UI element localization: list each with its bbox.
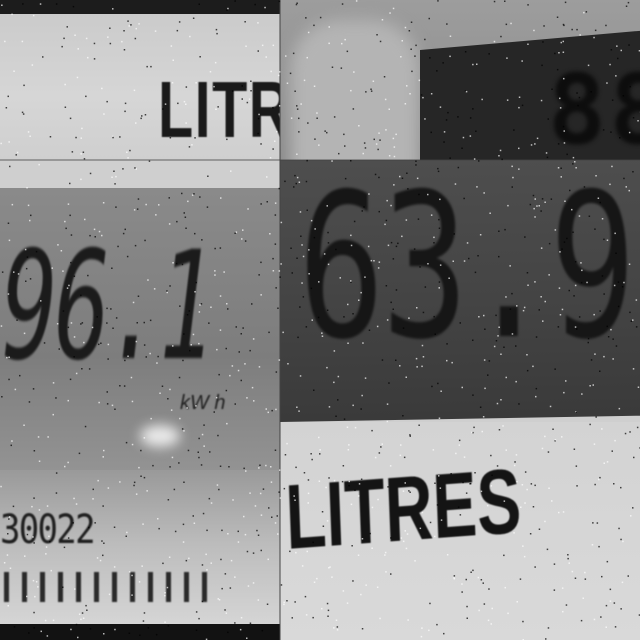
blurred-digits: 88 [548, 54, 640, 160]
bezel-strip [0, 160, 280, 188]
printed-marks [4, 572, 214, 602]
kwh-reading: 96.1 [2, 220, 215, 394]
tile-seam-vertical [279, 0, 281, 640]
dark-strip [0, 0, 280, 14]
serial-number: 30022 [0, 507, 96, 553]
kwh-meter-crop: 96.1 kW h 30022 [0, 160, 280, 640]
litres-label: LITRES [283, 449, 523, 569]
lcd-display [0, 188, 280, 470]
light-glare [140, 425, 180, 447]
bottom-edge [0, 624, 280, 640]
display-corner-crop: 88 [280, 0, 640, 160]
fuel-pump-crop: 63.96 LITRES [280, 160, 640, 640]
litres-label-crop: LITR [0, 0, 280, 160]
litres-reading: 63.96 [298, 160, 640, 384]
label-panel [280, 422, 640, 640]
tile-seam-horizontal [0, 159, 640, 161]
litres-partial-text: LITR [158, 65, 280, 154]
kwh-unit: kW h [180, 392, 226, 414]
blurred-object [290, 20, 420, 160]
